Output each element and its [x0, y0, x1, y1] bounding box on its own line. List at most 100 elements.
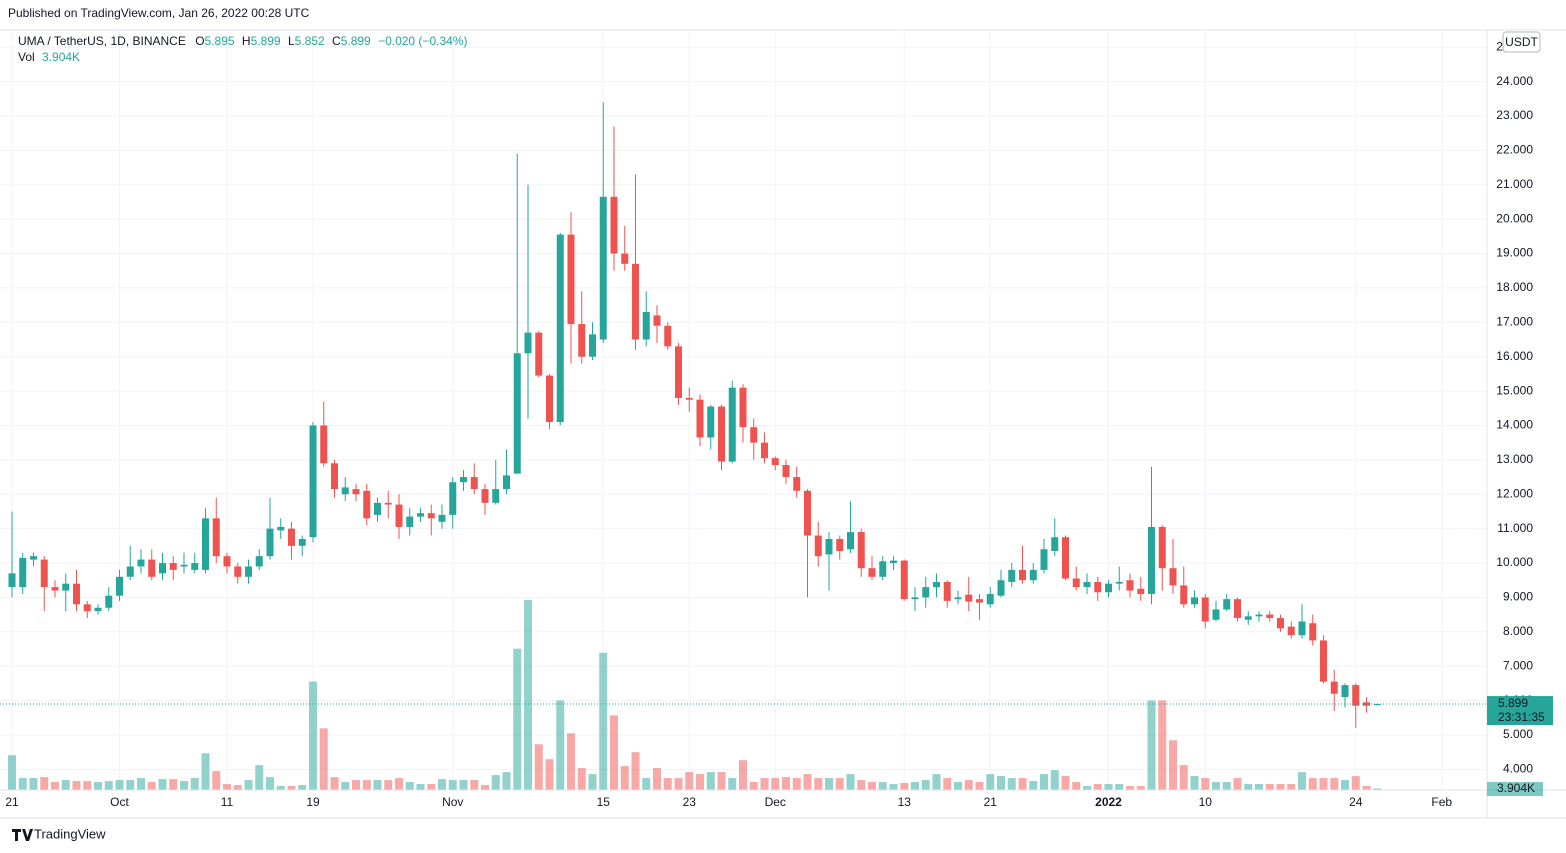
candle-body: [1126, 580, 1134, 591]
x-tick-label: 21: [5, 795, 19, 809]
candle-body: [1320, 640, 1327, 682]
logo-icon: [12, 829, 33, 841]
volume-bar: [147, 782, 156, 790]
candle-body: [1180, 585, 1188, 605]
candle-body: [1158, 526, 1166, 569]
candle-body: [1169, 568, 1177, 586]
volume-bar: [1265, 784, 1274, 790]
candle-body: [298, 538, 306, 546]
candle-body: [40, 559, 48, 588]
candle-body: [1298, 621, 1306, 636]
volume-bar: [244, 780, 253, 790]
volume-bar: [190, 778, 199, 790]
candle-body: [417, 513, 424, 517]
candle-body: [943, 581, 951, 601]
volume-bar: [663, 778, 672, 790]
volume-bar: [545, 759, 554, 790]
volume-bar: [513, 648, 522, 790]
x-tick-label: 24: [1349, 795, 1363, 809]
candle-body: [277, 526, 285, 531]
volume-bar: [29, 778, 38, 790]
candle-body: [62, 583, 70, 591]
candle-body: [116, 576, 123, 596]
y-tick-label: 23.000: [1496, 108, 1533, 122]
y-tick-label: 19.000: [1496, 246, 1533, 260]
volume-bar: [932, 774, 941, 790]
volume-bar: [792, 778, 801, 790]
volume-bar: [878, 782, 887, 790]
volume-bar: [857, 780, 866, 790]
volume-bar: [975, 782, 984, 790]
volume-bar: [739, 760, 747, 790]
candle-body: [632, 263, 639, 340]
candle-body: [320, 425, 328, 464]
candle-body: [707, 406, 715, 438]
volume-bar: [405, 782, 414, 790]
volume-bar: [1255, 784, 1263, 790]
candle-body: [352, 489, 360, 495]
candle-body: [1148, 526, 1155, 594]
volume-bar: [1061, 776, 1070, 790]
candle-body: [900, 560, 908, 600]
volume-bar: [126, 780, 135, 790]
volume-bar: [825, 778, 833, 790]
volume-bar: [427, 784, 436, 790]
volume-bar: [1362, 786, 1371, 790]
volume-bar: [104, 781, 113, 790]
candle-body: [1029, 569, 1037, 581]
volume-bar: [1190, 776, 1199, 790]
candle-body: [51, 587, 59, 591]
candle-body: [126, 566, 134, 577]
candle-body: [481, 489, 489, 503]
volume-bar: [954, 782, 962, 790]
candle-body: [911, 597, 919, 600]
change: −0.020 (−0.34%): [378, 34, 467, 48]
x-tick-label: 15: [597, 795, 611, 809]
y-tick-label: 16.000: [1496, 349, 1533, 363]
volume-bar: [1115, 784, 1124, 790]
candle-body: [30, 556, 37, 560]
volume-bar: [1126, 786, 1134, 790]
volume-bar: [83, 781, 92, 790]
volume-bar: [1287, 784, 1296, 790]
volume-bar: [674, 778, 683, 790]
volume-bar: [610, 715, 618, 790]
volume-bar: [1158, 700, 1167, 790]
candle-body: [1287, 626, 1295, 636]
candle-body: [804, 490, 811, 536]
ohlc-value: 5.852: [295, 34, 325, 48]
candle-body: [1234, 599, 1241, 619]
volume-value-box: [1487, 782, 1543, 796]
volume-bar: [1222, 782, 1231, 790]
last-price-label: 5.899: [1498, 696, 1528, 710]
volume-bar: [760, 778, 769, 790]
candle-body: [73, 583, 80, 605]
volume-bar: [158, 779, 167, 790]
volume-bar: [223, 784, 231, 790]
candle-body: [868, 568, 876, 577]
volume-bar: [814, 778, 823, 790]
volume-bar: [115, 780, 124, 790]
volume-bar: [1050, 770, 1059, 790]
candle-body: [460, 477, 467, 483]
candle-body: [771, 458, 779, 466]
candle-body: [202, 518, 209, 570]
candle-body: [137, 559, 145, 567]
candle-body: [997, 580, 1005, 596]
volume-bar: [137, 778, 145, 790]
candle-body: [546, 375, 553, 423]
candle-body: [621, 253, 629, 264]
x-tick-label: Dec: [765, 795, 786, 809]
volume-bar: [588, 774, 597, 790]
candle-body: [847, 532, 854, 550]
volume-bar: [653, 768, 661, 790]
candle-body: [1051, 537, 1059, 551]
volume-bar: [900, 783, 909, 790]
volume-bar: [491, 775, 500, 790]
candle-body: [696, 399, 704, 438]
candle-body: [438, 514, 446, 522]
y-tick-label: 12.000: [1496, 486, 1533, 500]
candle-body: [1330, 681, 1338, 694]
